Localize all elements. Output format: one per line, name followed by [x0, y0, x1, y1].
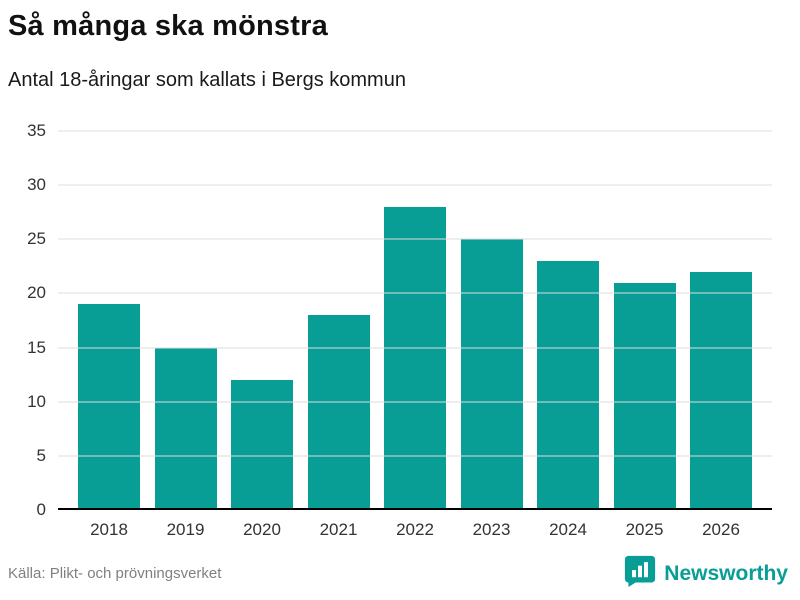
gridline	[58, 401, 772, 403]
y-axis-tick-label: 5	[36, 445, 46, 465]
bar-column-2020: 2020	[231, 131, 293, 539]
chart-title: Så många ska mönstra	[8, 10, 328, 42]
x-axis-tick-label: 2026	[702, 520, 740, 539]
bar-2024	[537, 260, 599, 510]
bar-2018	[78, 304, 140, 510]
gridline	[58, 455, 772, 457]
x-axis-tick-label: 2025	[625, 520, 664, 539]
newsworthy-logo-text: Newsworthy	[664, 561, 788, 585]
chart-subtitle: Antal 18-åringar som kallats i Bergs kom…	[8, 69, 406, 91]
bar-column-2021: 2021	[307, 131, 370, 539]
bar-2019	[154, 347, 217, 510]
y-axis-tick-label: 10	[27, 391, 46, 411]
y-axis-tick-label: 15	[27, 337, 46, 357]
bar-column-2019: 2019	[154, 131, 217, 539]
x-axis-tick-label: 2018	[90, 520, 128, 539]
gridline	[58, 292, 772, 294]
bar-2023	[460, 239, 523, 510]
bar-2022	[384, 206, 446, 510]
x-axis-tick-label: 2023	[472, 520, 511, 539]
bar-column-2023: 2023	[460, 131, 523, 539]
y-axis-tick-label: 35	[27, 121, 46, 140]
bar-column-2022: 2022	[384, 131, 446, 539]
y-axis-tick-label: 30	[27, 175, 46, 195]
x-axis-tick-label: 2020	[243, 520, 281, 539]
newsworthy-logo: Newsworthy	[624, 555, 788, 592]
bar-2020	[231, 380, 293, 510]
y-axis-tick-label: 0	[36, 500, 46, 519]
bar-2025	[613, 282, 676, 510]
y-axis-tick-label: 25	[27, 229, 46, 249]
newsworthy-logo-icon	[624, 555, 656, 592]
bar-2021	[307, 315, 370, 510]
x-axis-tick-label: 2019	[166, 520, 205, 539]
gridline	[58, 130, 772, 132]
bars: 2018 2019 2020 2021 2022 2023 2024 2025 2026	[58, 131, 772, 539]
chart-header: Så många ska mönstra Antal 18-åringar so…	[8, 10, 792, 92]
x-axis-tick-label: 2021	[319, 520, 358, 539]
source-text: Källa: Plikt- och prövningsverket	[8, 565, 222, 582]
x-axis-line	[58, 508, 772, 510]
gridline	[58, 347, 772, 349]
bar-2026	[690, 271, 752, 510]
bar-column-2026: 2026	[690, 131, 752, 539]
x-axis-tick-label: 2022	[396, 520, 434, 539]
gridline	[58, 238, 772, 240]
y-axis-tick-label: 20	[27, 283, 46, 303]
chart-footer: Källa: Plikt- och prövningsverket Newswo…	[8, 555, 788, 592]
gridline	[58, 184, 772, 186]
bar-column-2018: 2018	[78, 131, 140, 539]
x-axis-tick-label: 2024	[549, 520, 587, 539]
bar-column-2025: 2025	[613, 131, 676, 539]
bar-column-2024: 2024	[537, 131, 599, 539]
